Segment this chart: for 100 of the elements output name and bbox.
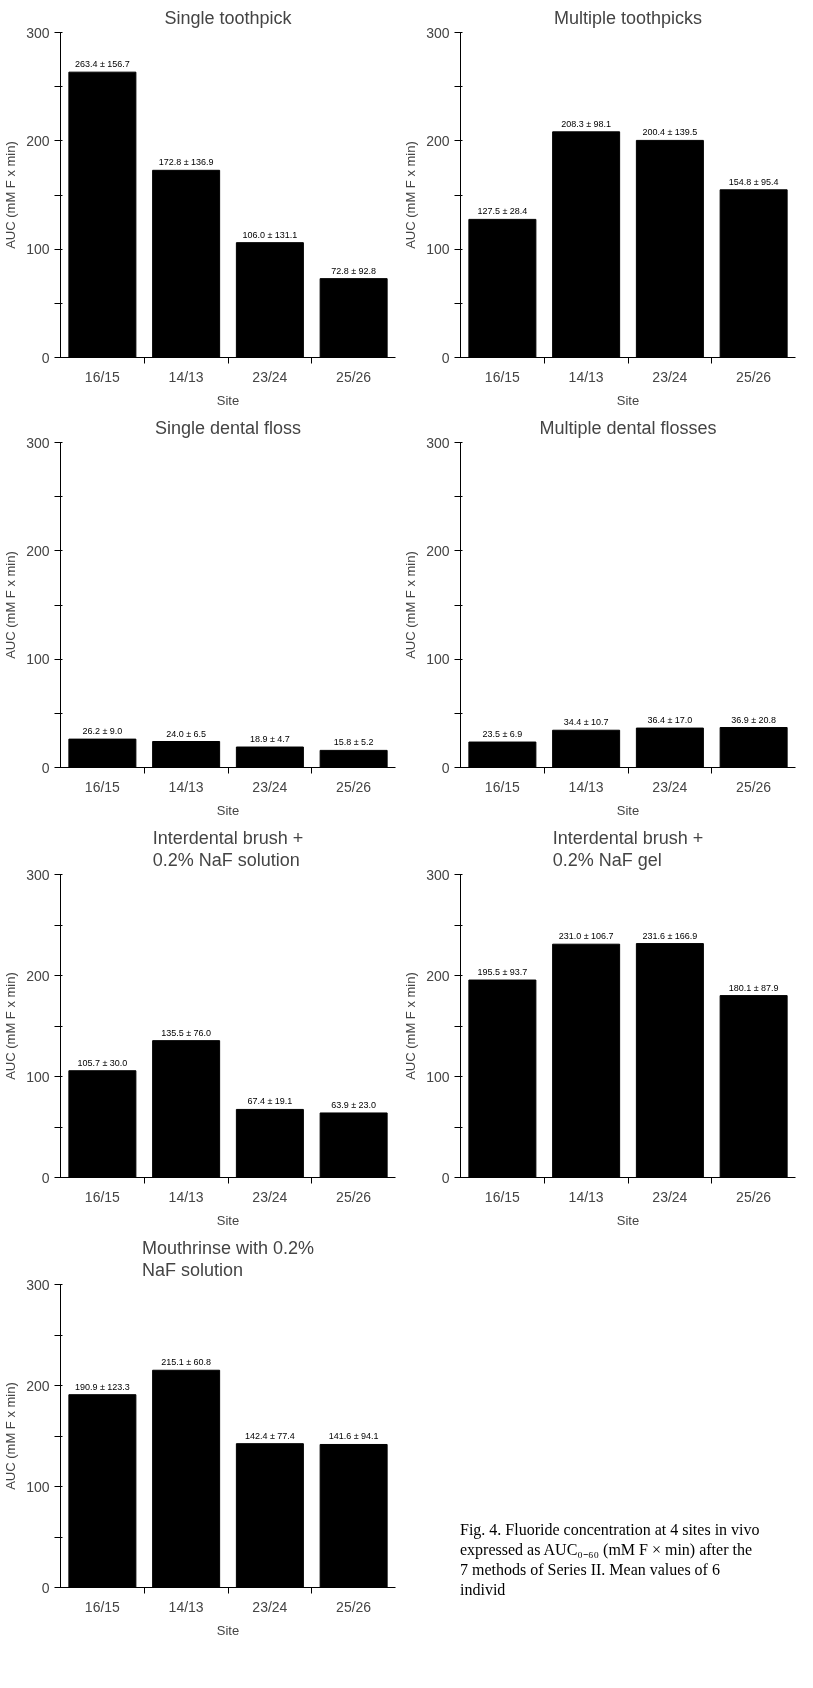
x-tick-label: 16/15 [484,1188,521,1205]
data-label: 106.0 ± 131.1 [242,229,298,240]
y-tick-label: 300 [426,866,450,883]
y-tick-label: 300 [426,24,450,41]
data-label: 63.9 ± 23.0 [331,1099,377,1110]
data-label: 26.2 ± 9.0 [82,726,123,737]
y-tick-label: 200 [26,542,50,559]
y-tick-label: 0 [41,349,50,366]
y-tick-label: 100 [26,1478,50,1495]
x-tick-label: 23/24 [652,368,688,385]
x-tick-label: 16/15 [84,368,121,385]
data-label: 135.5 ± 76.0 [161,1027,212,1038]
y-tick-label: 100 [26,651,50,668]
y-tick-label: 100 [426,1068,450,1085]
x-tick-label: 25/26 [736,368,772,385]
chart-title: Multiple toothpicks [553,7,703,28]
y-tick-label: 200 [426,967,450,984]
y-axis-title: AUC (mM F x min) [403,141,419,249]
data-label: 190.9 ± 123.3 [74,1381,130,1392]
caption: Fig. 4. Fluoride concentration at 4 sites in vivo expressed as AUC₀₋₆₀ (mM F × min) after the 7 methods of Series II. Mean values of 6 individ [460,1520,760,1600]
y-tick-label: 100 [26,241,50,258]
x-tick-label: 25/26 [336,778,372,795]
x-tick-label: 25/26 [336,1598,372,1615]
y-axis-title: AUC (mM F x min) [3,141,19,249]
x-axis-title: Site [616,802,640,818]
data-label: 34.4 ± 10.7 [563,717,609,728]
y-tick-label: 300 [26,434,50,451]
x-tick-label: 23/24 [652,1188,688,1205]
data-label: 195.5 ± 93.7 [477,967,528,978]
data-label: 18.9 ± 4.7 [249,734,290,745]
y-tick-label: 0 [41,1579,50,1596]
y-axis-title: AUC (mM F x min) [3,1382,19,1490]
data-label: 23.5 ± 6.9 [482,729,523,740]
y-tick-label: 200 [26,967,50,984]
y-tick-label: 300 [26,1276,50,1293]
x-tick-label: 14/13 [568,368,604,385]
data-label: 200.4 ± 139.5 [642,127,698,138]
x-tick-label: 16/15 [84,1598,121,1615]
x-tick-label: 23/24 [252,1188,288,1205]
chart-title: Mouthrinse with 0.2% NaF solution [141,1237,315,1280]
data-label: 24.0 ± 6.5 [166,728,207,739]
x-tick-label: 16/15 [84,1188,121,1205]
x-tick-label: 23/24 [652,778,688,795]
y-tick-label: 0 [441,349,450,366]
y-axis-title: AUC (mM F x min) [403,972,419,1080]
y-tick-label: 300 [426,434,450,451]
x-axis-title: Site [616,392,640,408]
x-tick-label: 23/24 [252,1598,288,1615]
x-axis-title: Site [216,1212,240,1228]
x-tick-label: 14/13 [568,778,604,795]
data-label: 172.8 ± 136.9 [158,157,214,168]
data-label: 142.4 ± 77.4 [244,1430,295,1441]
y-tick-label: 200 [426,132,450,149]
x-tick-label: 25/26 [336,1188,372,1205]
x-tick-label: 16/15 [84,778,121,795]
x-axis-title: Site [216,1622,240,1638]
data-label: 215.1 ± 60.8 [161,1357,212,1368]
x-tick-label: 14/13 [168,778,204,795]
data-label: 263.4 ± 156.7 [74,59,130,70]
x-tick-label: 16/15 [484,368,521,385]
data-label: 67.4 ± 19.1 [247,1096,293,1107]
data-label: 15.8 ± 5.2 [333,737,374,748]
data-label: 36.9 ± 20.8 [731,714,777,725]
y-tick-label: 0 [441,1169,450,1186]
y-tick-label: 100 [426,651,450,668]
x-tick-label: 25/26 [736,1188,772,1205]
data-label: 180.1 ± 87.9 [728,982,779,993]
y-tick-label: 200 [26,1377,50,1394]
x-tick-label: 14/13 [568,1188,604,1205]
y-tick-label: 100 [426,241,450,258]
x-tick-label: 14/13 [168,1188,204,1205]
y-tick-label: 100 [26,1068,50,1085]
y-tick-label: 200 [26,132,50,149]
chart-title: Multiple dental flosses [539,417,717,438]
x-tick-label: 25/26 [736,778,772,795]
data-label: 141.6 ± 94.1 [328,1431,379,1442]
y-tick-label: 200 [426,542,450,559]
y-tick-label: 0 [441,759,450,776]
y-tick-label: 300 [26,866,50,883]
chart-title: Interdental brush + 0.2% NaF solution [152,827,304,870]
x-axis-title: Site [216,392,240,408]
chart-title: Interdental brush + 0.2% NaF gel [552,827,704,870]
x-tick-label: 23/24 [252,368,288,385]
data-label: 36.4 ± 17.0 [647,715,693,726]
y-axis-title: AUC (mM F x min) [403,551,419,659]
x-tick-label: 25/26 [336,368,372,385]
y-tick-label: 0 [41,759,50,776]
data-label: 127.5 ± 28.4 [477,206,528,217]
x-axis-title: Site [616,1212,640,1228]
y-tick-label: 0 [41,1169,50,1186]
y-tick-label: 300 [26,24,50,41]
y-axis-title: AUC (mM F x min) [3,551,19,659]
data-label: 154.8 ± 95.4 [728,176,779,187]
y-axis-title: AUC (mM F x min) [3,972,19,1080]
x-tick-label: 14/13 [168,368,204,385]
x-tick-label: 16/15 [484,778,521,795]
data-label: 231.6 ± 166.9 [642,930,698,941]
x-tick-label: 23/24 [252,778,288,795]
chart-title: Single dental floss [154,417,302,438]
data-label: 208.3 ± 98.1 [561,118,612,129]
